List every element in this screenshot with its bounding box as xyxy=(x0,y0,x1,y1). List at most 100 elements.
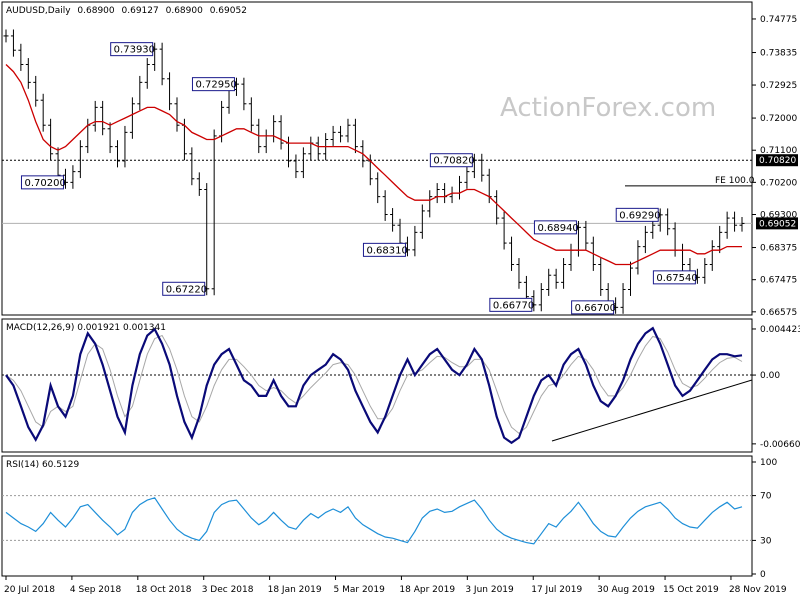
current-price-box xyxy=(756,217,798,230)
price-bar xyxy=(598,258,604,296)
price-bar xyxy=(657,208,663,232)
callout-label: 0.70820 xyxy=(433,156,474,167)
callout-box xyxy=(652,270,696,285)
ohlc-close: 0.69052 xyxy=(210,6,247,16)
price-bar xyxy=(390,208,396,232)
price-bar xyxy=(174,97,180,132)
price-bar xyxy=(204,183,210,296)
price-bar xyxy=(159,42,165,86)
price-bar xyxy=(137,75,143,111)
callout-label: 0.67220 xyxy=(166,284,207,295)
price-bar xyxy=(25,58,31,89)
price-y-tick-label: 0.73835 xyxy=(760,49,797,59)
price-bar xyxy=(300,147,306,179)
x-tick-label: 4 Sep 2018 xyxy=(70,585,122,595)
rsi-y-tick-label: 0 xyxy=(760,570,766,580)
rsi-y-tick-label: 100 xyxy=(760,458,777,468)
callout-box xyxy=(191,77,235,92)
moving-average-line xyxy=(5,64,742,266)
price-bar xyxy=(211,129,217,296)
watermark: ActionForex.com xyxy=(500,93,716,123)
price-bar xyxy=(509,236,515,271)
price-y-tick-label: 0.74775 xyxy=(760,15,797,25)
price-bar xyxy=(315,136,321,161)
price-bar xyxy=(70,165,76,189)
price-bar xyxy=(375,172,381,204)
price-bar xyxy=(18,43,24,71)
callout-box xyxy=(489,297,533,312)
price-bar xyxy=(516,258,522,289)
ohlc-low: 0.68900 xyxy=(166,6,203,16)
price-y-tick-label: 0.71100 xyxy=(760,146,797,156)
x-tick-label: 17 Jul 2019 xyxy=(531,585,582,595)
price-bar xyxy=(717,225,723,254)
x-tick-label: 30 Aug 2019 xyxy=(597,585,655,595)
price-bar xyxy=(724,211,730,239)
rsi-panel: 100 70 30 0 RSI(14) 60.5129 xyxy=(1,455,777,580)
price-y-axis: 0.74775 0.73835 0.72925 0.72000 0.71100 0.702… xyxy=(752,15,797,318)
fe-label: FE 100.0 xyxy=(715,176,755,186)
price-bar xyxy=(561,258,567,289)
price-title-symbol: AUDUSD,Daily xyxy=(6,6,71,16)
x-tick-label: 20 Jul 2018 xyxy=(4,585,55,595)
price-bar xyxy=(732,211,738,232)
rsi-gridlines xyxy=(2,495,752,541)
callout-label: 0.66770 xyxy=(493,300,534,311)
price-y-tick-label: 0.69300 xyxy=(760,211,797,221)
price-bar xyxy=(122,125,128,168)
price-bar xyxy=(115,140,121,168)
price-bar xyxy=(196,172,202,196)
x-tick-label: 15 Oct 2019 xyxy=(663,585,719,595)
x-axis: 20 Jul 2018 4 Sep 2018 18 Oct 2018 3 Dec 20… xyxy=(4,576,787,595)
price-levels: 0.70820 0.69052 FE 100.0 xyxy=(2,154,798,230)
price-bars xyxy=(3,29,745,314)
rsi-title: RSI(14) 60.5129 xyxy=(6,460,79,470)
price-bar xyxy=(702,258,708,284)
price-bar xyxy=(278,115,284,150)
callout-label: 0.72950 xyxy=(195,80,236,91)
price-bar xyxy=(48,118,54,161)
price-bar xyxy=(100,100,106,136)
price-bar xyxy=(144,58,150,89)
price-bar xyxy=(494,190,500,225)
price-bar xyxy=(583,220,589,250)
price-bar xyxy=(167,72,173,111)
price-y-tick-label: 0.72925 xyxy=(760,81,797,91)
price-bar xyxy=(77,140,83,179)
price-bar xyxy=(382,190,388,221)
price-bar xyxy=(3,29,9,43)
price-bar xyxy=(739,217,745,232)
callout-box xyxy=(110,42,154,57)
ohlc-high: 0.69127 xyxy=(122,6,159,16)
x-tick-label: 18 Jan 2019 xyxy=(268,585,322,595)
callout-box xyxy=(571,300,615,315)
current-price-label: 0.69052 xyxy=(759,219,796,229)
price-bar xyxy=(419,204,425,239)
price-bar xyxy=(345,118,351,143)
x-tick-label: 18 Apr 2019 xyxy=(399,585,455,595)
macd-y-axis: 0.004423 0.00 -0.006603 xyxy=(752,325,800,450)
price-bar xyxy=(129,97,135,139)
price-bar xyxy=(471,153,477,179)
x-tick-label: 5 Mar 2019 xyxy=(334,585,386,595)
price-bar xyxy=(330,125,336,146)
horizontal-level-label: 0.70820 xyxy=(759,156,796,166)
price-y-tick-label: 0.72000 xyxy=(760,114,797,124)
price-bar xyxy=(92,100,98,132)
price-bar xyxy=(248,97,254,132)
macd-panel: 0.004423 0.00 -0.006603 MACD(12,26,9) 0.00… xyxy=(1,318,800,453)
price-bar xyxy=(338,125,344,143)
price-panel: ActionForex.com 0.74775 0.73835 0.72925 0.7… xyxy=(1,1,798,318)
callout-label: 0.68310 xyxy=(366,245,407,256)
price-callouts: 0.73930 0.72950 0.70200 0.67220 0.70820 0.683… xyxy=(20,42,698,315)
callout-label: 0.66700 xyxy=(575,303,616,314)
price-y-tick-label: 0.67475 xyxy=(760,276,797,286)
svg-text:AUDUSD,Daily 0.68900: AUDUSD,Daily 0.68900 0.69127 0.68900 0.6… xyxy=(6,6,247,16)
macd-y-tick-label: 0.00 xyxy=(760,371,780,381)
callout-box xyxy=(362,242,406,257)
price-bar xyxy=(538,283,544,312)
price-y-tick-label: 0.66575 xyxy=(760,308,797,318)
callout-label: 0.69290 xyxy=(619,210,660,221)
rsi-y-tick-label: 30 xyxy=(760,536,772,546)
price-bar xyxy=(107,122,113,154)
